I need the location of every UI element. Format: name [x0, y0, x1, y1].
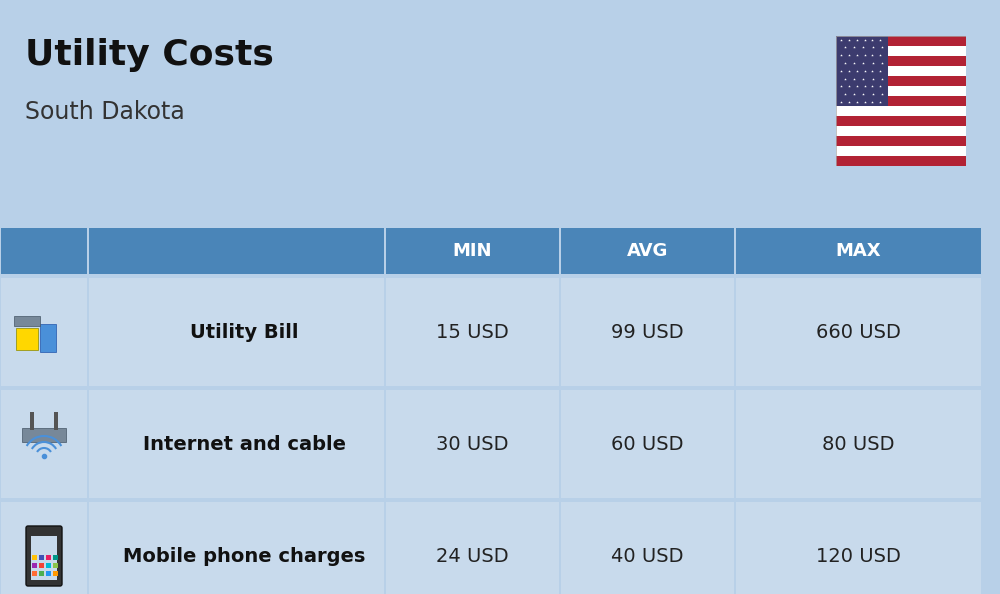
Text: 660 USD: 660 USD [816, 323, 901, 342]
Bar [89, 502, 384, 594]
Text: Utility Costs: Utility Costs [25, 38, 274, 72]
Bar [46, 555, 51, 560]
Bar [386, 502, 559, 594]
Bar [836, 86, 966, 96]
Bar [386, 278, 559, 386]
Bar [561, 228, 734, 274]
Bar [1, 390, 87, 498]
Bar [89, 278, 384, 386]
Bar [32, 571, 37, 576]
Text: 99 USD: 99 USD [611, 323, 684, 342]
Bar [1, 228, 87, 274]
Bar [836, 36, 966, 46]
Bar [40, 324, 56, 352]
Text: AVG: AVG [627, 242, 668, 260]
Bar [386, 390, 559, 498]
Bar [53, 563, 58, 568]
Text: 15 USD: 15 USD [436, 323, 509, 342]
Bar [836, 46, 966, 56]
FancyBboxPatch shape [26, 526, 62, 586]
Bar [46, 563, 51, 568]
Bar [31, 536, 57, 580]
Bar [14, 316, 40, 326]
Text: 60 USD: 60 USD [611, 434, 684, 453]
Text: South Dakota: South Dakota [25, 100, 185, 124]
Bar [39, 571, 44, 576]
Text: Mobile phone charges: Mobile phone charges [123, 546, 366, 565]
Text: 30 USD: 30 USD [436, 434, 509, 453]
Bar [736, 278, 981, 386]
Bar [836, 146, 966, 156]
Bar [32, 563, 37, 568]
Bar [836, 116, 966, 126]
Bar [30, 412, 34, 430]
Bar [736, 228, 981, 274]
Bar [736, 502, 981, 594]
Bar [836, 66, 966, 76]
Bar [736, 390, 981, 498]
Bar [89, 390, 384, 498]
Bar [836, 36, 888, 106]
Text: 120 USD: 120 USD [816, 546, 901, 565]
Bar [39, 563, 44, 568]
Bar [561, 502, 734, 594]
Text: Utility Bill: Utility Bill [190, 323, 299, 342]
Text: 24 USD: 24 USD [436, 546, 509, 565]
Bar [836, 136, 966, 146]
Text: MAX: MAX [836, 242, 881, 260]
Bar [561, 278, 734, 386]
Text: 40 USD: 40 USD [611, 546, 684, 565]
Bar [836, 156, 966, 166]
Bar [46, 571, 51, 576]
Bar [39, 555, 44, 560]
Bar [386, 228, 559, 274]
Text: Internet and cable: Internet and cable [143, 434, 346, 453]
Bar [53, 555, 58, 560]
Bar [32, 555, 37, 560]
Bar [836, 126, 966, 136]
Bar [1, 502, 87, 594]
Text: 80 USD: 80 USD [822, 434, 895, 453]
Text: MIN: MIN [453, 242, 492, 260]
Bar [53, 571, 58, 576]
Bar [16, 328, 38, 350]
Bar [561, 390, 734, 498]
Bar [836, 96, 966, 106]
Bar [836, 56, 966, 66]
Bar [836, 76, 966, 86]
Bar [54, 412, 58, 430]
Bar [89, 228, 384, 274]
Bar [836, 106, 966, 116]
Bar [22, 428, 66, 442]
Bar [1, 278, 87, 386]
